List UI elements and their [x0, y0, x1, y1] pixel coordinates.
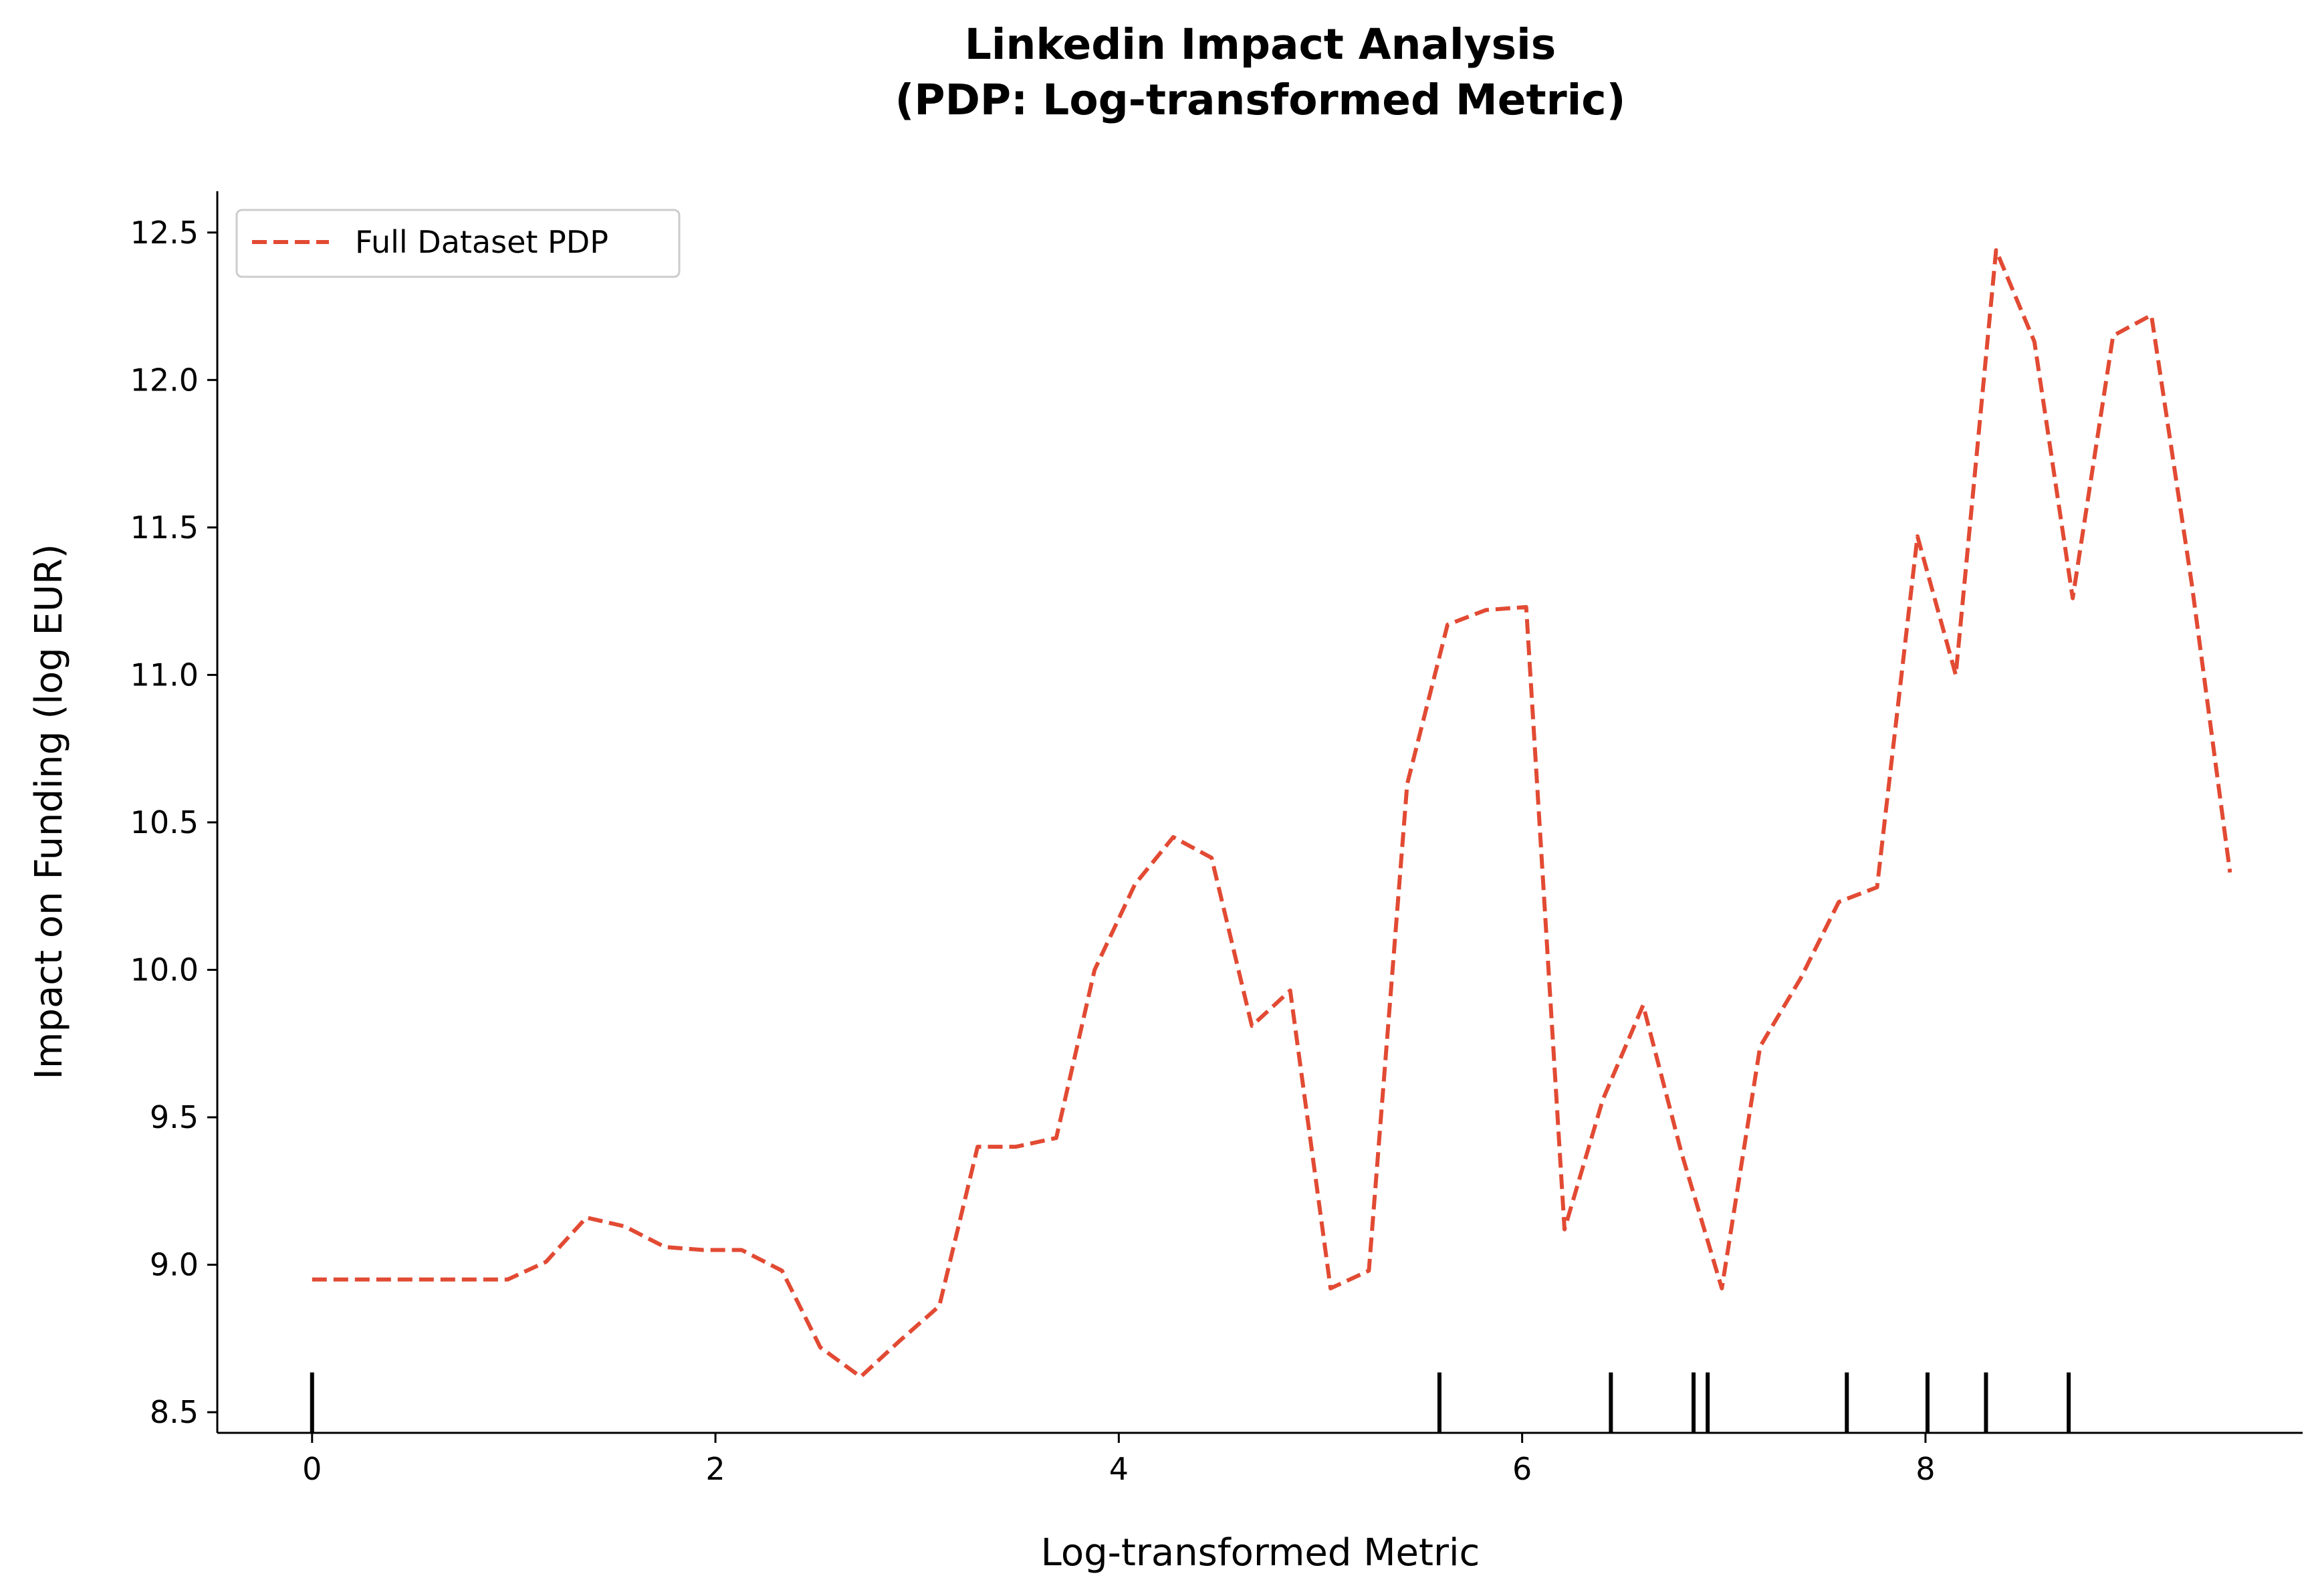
x-tick-label: 8: [1916, 1451, 1935, 1487]
plot-area: 0 2 4 6 8 8.5 9.0 9.5 10.0 10.5 11.0 11.5 12.0 12.5: [130, 191, 2303, 1487]
y-axis-ticks: 8.5 9.0 9.5 10.0 10.5 11.0 11.5 12.0 12.5: [130, 215, 217, 1430]
y-tick-label: 11.5: [130, 509, 199, 546]
y-tick-label: 10.0: [130, 951, 199, 988]
series-group: [312, 248, 2232, 1379]
y-tick-label: 9.5: [150, 1099, 199, 1135]
x-tick-label: 4: [1109, 1451, 1129, 1487]
rug-marks: [310, 1372, 2071, 1433]
x-tick-label: 6: [1512, 1451, 1532, 1487]
legend: Full Dataset PDP: [235, 209, 681, 278]
series-line-0: [312, 248, 2232, 1379]
y-tick-label: 8.5: [150, 1394, 199, 1430]
y-tick-label: 9.0: [150, 1247, 199, 1283]
x-tick-label: 2: [705, 1451, 725, 1487]
x-axis-ticks: 0 2 4 6 8: [302, 1433, 1936, 1487]
x-axis-label: Log-transformed Metric: [1041, 1531, 1480, 1575]
legend-box: [235, 209, 681, 278]
x-tick-label: 0: [302, 1451, 322, 1487]
y-tick-label: 11.0: [130, 657, 199, 693]
legend-label-full-dataset-pdp: Full Dataset PDP: [355, 224, 608, 260]
chart-subtitle: (PDP: Log-transformed Metric): [895, 76, 1626, 124]
y-tick-label: 12.0: [130, 362, 199, 398]
y-axis-label: Impact on Funding (log EUR): [27, 544, 71, 1079]
chart-title: Linkedin Impact Analysis: [965, 20, 1556, 69]
y-tick-label: 10.5: [130, 804, 199, 840]
y-tick-label: 12.5: [130, 215, 199, 251]
